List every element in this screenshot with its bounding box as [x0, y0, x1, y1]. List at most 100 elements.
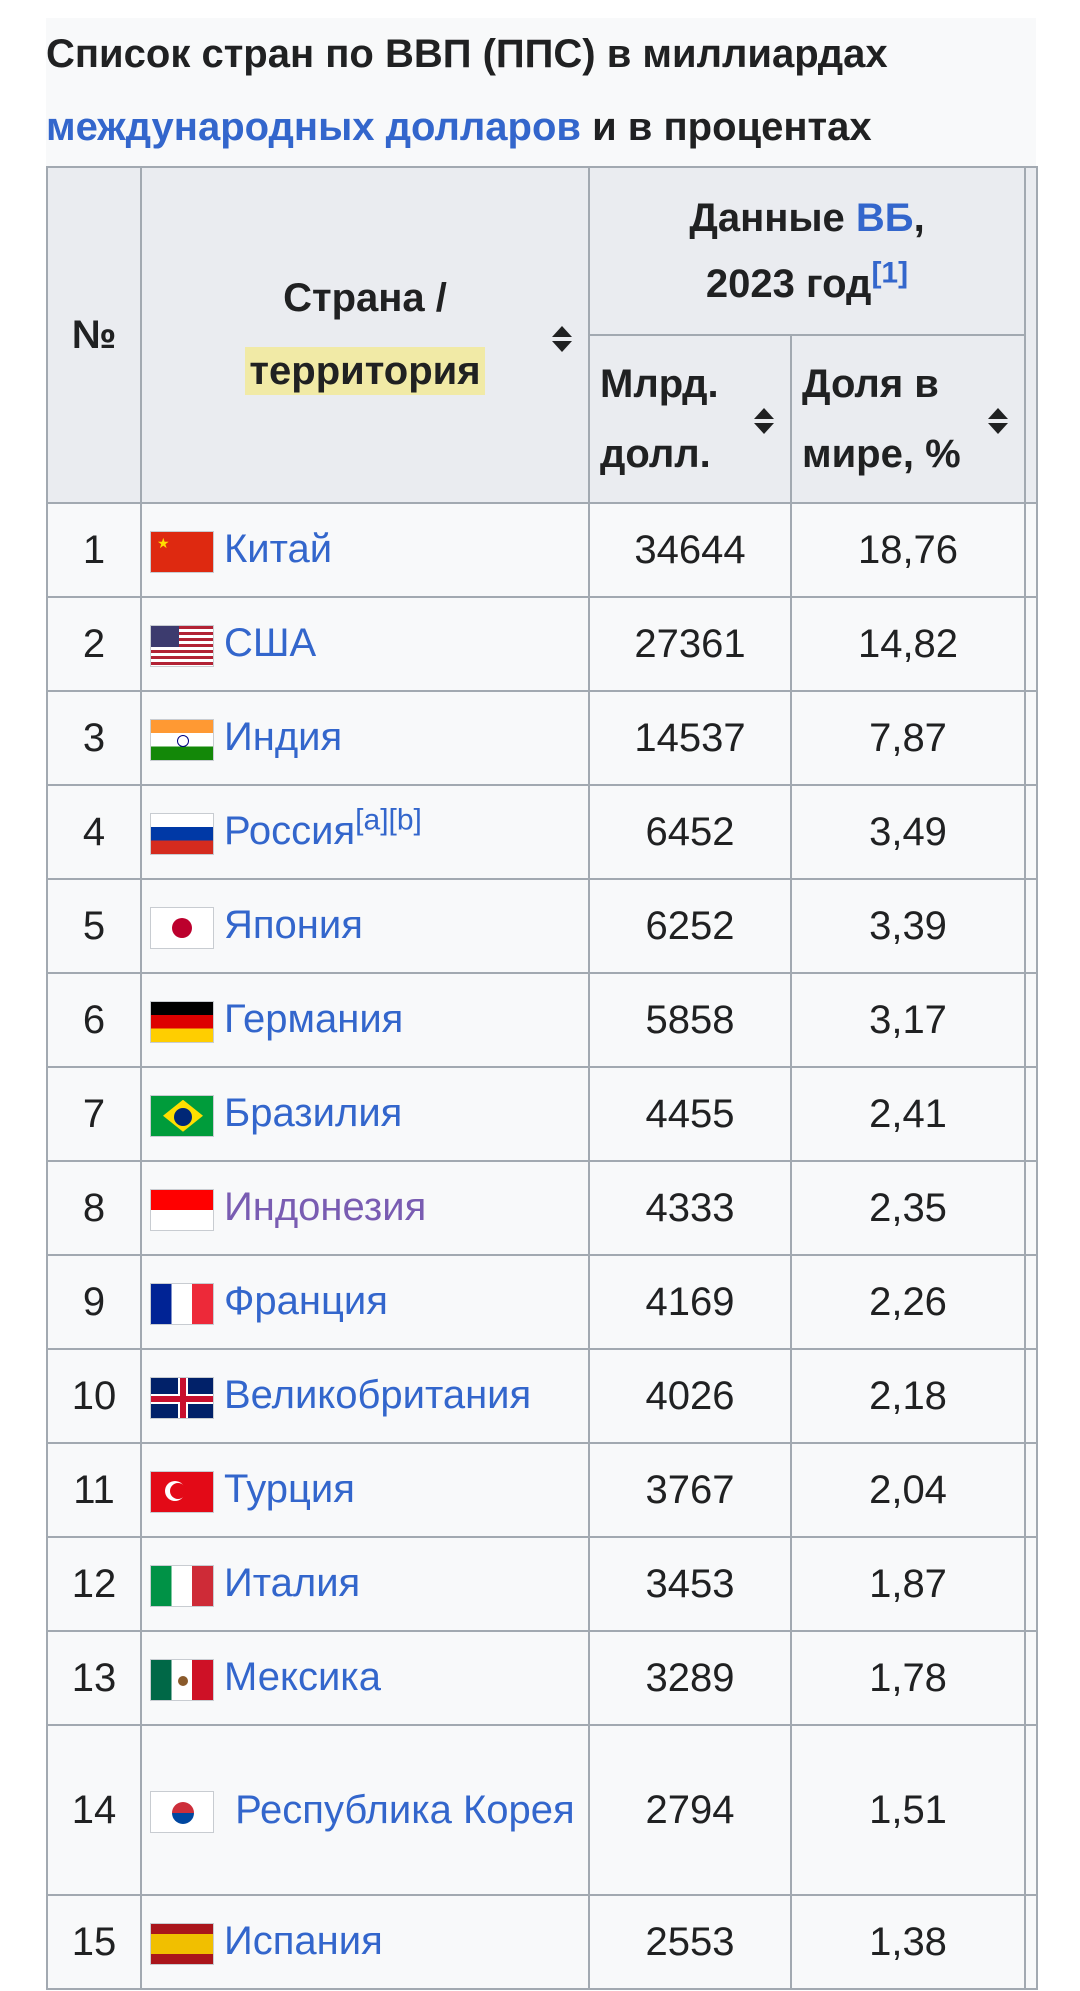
country-cell: Индонезия [140, 1160, 590, 1256]
de-flag-icon [150, 1000, 214, 1043]
country-link[interactable]: Китай [224, 527, 333, 572]
table-row: 14 Республика Корея 2794 1,51 [46, 1724, 1039, 1896]
country-link[interactable]: Индия [224, 715, 343, 760]
country-cell: Италия [140, 1536, 590, 1632]
country-cell: Бразилия [140, 1066, 590, 1162]
country-link[interactable]: Турция [224, 1467, 355, 1512]
cut-cell [1024, 1442, 1039, 1538]
es-flag-icon [150, 1922, 214, 1965]
gdp-table-container: Список стран по ВВП (ППС) в миллиардах м… [46, 18, 1039, 1990]
gb-flag-icon [150, 1376, 214, 1419]
country-ref-link[interactable]: [a][b] [355, 803, 422, 837]
rank-cell: 6 [46, 972, 142, 1068]
rank-cell: 14 [46, 1724, 142, 1896]
share-cell: 2,04 [789, 1442, 1027, 1538]
rank-cell: 7 [46, 1066, 142, 1162]
header-country-line2: территория [245, 347, 485, 395]
header-gdp-bn[interactable]: Млрд. долл. [588, 334, 792, 504]
cut-cell [1024, 784, 1039, 880]
country-cell: Россия[a][b] [140, 784, 590, 880]
cut-cell [1024, 1630, 1039, 1726]
country-link[interactable]: Мексика [224, 1655, 381, 1700]
caption-tail: и в процентах [580, 105, 872, 149]
country-link[interactable]: Италия [224, 1561, 361, 1606]
rank-cell: 3 [46, 690, 142, 786]
share-cell: 2,26 [789, 1254, 1027, 1350]
cut-cell [1024, 690, 1039, 786]
country-link[interactable]: Индонезия [224, 1185, 427, 1230]
gdp-cell: 34644 [588, 502, 792, 598]
rank-cell: 8 [46, 1160, 142, 1256]
rank-cell: 10 [46, 1348, 142, 1444]
gdp-cell: 6252 [588, 878, 792, 974]
cut-cell [1024, 1894, 1039, 1990]
rank-cell: 1 [46, 502, 142, 598]
share-cell: 1,78 [789, 1630, 1027, 1726]
intl-dollars-link[interactable]: международных долларов [46, 105, 581, 149]
country-link[interactable]: США [224, 621, 317, 666]
cut-cell [1024, 972, 1039, 1068]
table-caption: Список стран по ВВП (ППС) в миллиардах м… [46, 18, 1036, 166]
sort-icon[interactable] [550, 324, 574, 354]
ru-flag-icon [150, 812, 214, 855]
header-wb: Данные ВБ, 2023 год[1] [587, 166, 1027, 336]
gdp-cell: 3767 [588, 1442, 792, 1538]
share-cell: 3,39 [789, 878, 1027, 974]
sort-icon[interactable] [752, 406, 776, 436]
gdp-cell: 3289 [588, 1630, 792, 1726]
table-row: 10 Великобритания 4026 2,18 [46, 1348, 1039, 1444]
table-row: 6 Германия 5858 3,17 [46, 972, 1039, 1068]
country-cell: ★ Китай [140, 502, 590, 598]
gdp-cell: 4026 [588, 1348, 792, 1444]
country-link[interactable]: Германия [224, 997, 404, 1042]
country-cell: Япония [140, 878, 590, 974]
sort-icon[interactable] [986, 406, 1010, 436]
country-link[interactable]: Япония [224, 903, 363, 948]
share-cell: 1,87 [789, 1536, 1027, 1632]
gdp-cell: 27361 [588, 596, 792, 692]
table-row: 13 Мексика 3289 1,78 [46, 1630, 1039, 1726]
gdp-cell: 2553 [588, 1894, 792, 1990]
share-cell: 3,17 [789, 972, 1027, 1068]
country-cell: Республика Корея [140, 1724, 590, 1896]
country-link[interactable]: Великобритания [224, 1373, 532, 1418]
header-share[interactable]: Доля в мире, % [789, 334, 1027, 504]
table-row: 7 Бразилия 4455 2,41 [46, 1066, 1039, 1162]
country-link[interactable]: Россия [224, 809, 356, 854]
country-link[interactable]: Республика Корея [235, 1787, 575, 1832]
country-link[interactable]: Бразилия [224, 1091, 403, 1136]
table-row: 11 Турция 3767 2,04 [46, 1442, 1039, 1538]
country-link[interactable]: Испания [224, 1919, 383, 1964]
table-row: 9 Франция 4169 2,26 [46, 1254, 1039, 1350]
share-cell: 2,18 [789, 1348, 1027, 1444]
header-country[interactable]: Страна / территория [140, 166, 590, 504]
wb-ref-link[interactable]: [1] [871, 256, 909, 290]
tr-flag-icon [150, 1470, 214, 1513]
country-link[interactable]: Франция [224, 1279, 388, 1324]
id-flag-icon [150, 1188, 214, 1231]
country-cell: Франция [140, 1254, 590, 1350]
cut-cell [1024, 878, 1039, 974]
gdp-cell: 2794 [588, 1724, 792, 1896]
rank-cell: 12 [46, 1536, 142, 1632]
share-cell: 3,49 [789, 784, 1027, 880]
share-cell: 2,35 [789, 1160, 1027, 1256]
country-cell: Германия [140, 972, 590, 1068]
share-cell: 2,41 [789, 1066, 1027, 1162]
table-row: 1 ★ Китай 34644 18,76 [46, 502, 1039, 598]
table-row: 4 Россия[a][b] 6452 3,49 [46, 784, 1039, 880]
share-cell: 18,76 [789, 502, 1027, 598]
table-row: 12 Италия 3453 1,87 [46, 1536, 1039, 1632]
gdp-cell: 4455 [588, 1066, 792, 1162]
cut-cell [1024, 1348, 1039, 1444]
cut-cell [1024, 502, 1039, 598]
gdp-cell: 3453 [588, 1536, 792, 1632]
rank-cell: 4 [46, 784, 142, 880]
br-flag-icon [150, 1094, 214, 1137]
share-cell: 14,82 [789, 596, 1027, 692]
cn-flag-icon: ★ [150, 530, 214, 573]
cut-cell [1024, 596, 1039, 692]
kr-flag-icon [150, 1790, 214, 1833]
table-row: 8 Индонезия 4333 2,35 [46, 1160, 1039, 1256]
wb-link[interactable]: ВБ [855, 196, 914, 240]
